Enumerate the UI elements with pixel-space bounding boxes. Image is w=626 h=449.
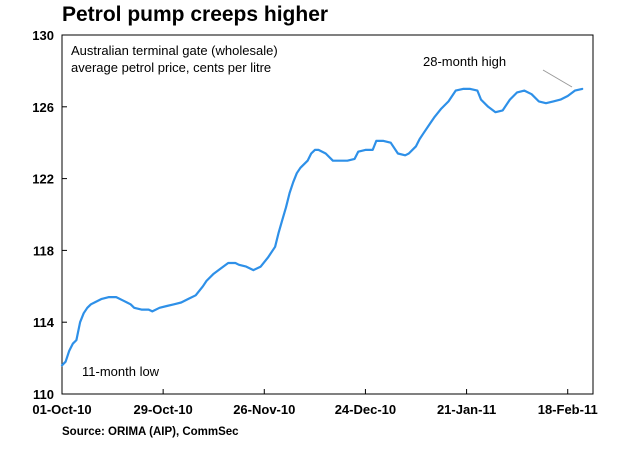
series-line — [60, 87, 584, 367]
x-tick-label: 18-Feb-11 — [538, 402, 598, 417]
y-tick-label: 110 — [33, 387, 54, 402]
source-note: Source: ORIMA (AIP), CommSec — [62, 426, 239, 438]
y-tick-label: 118 — [33, 243, 54, 258]
chart-subtitle-line-1: Australian terminal gate (wholesale) — [71, 43, 278, 58]
y-tick-label: 114 — [33, 315, 55, 330]
chart-title: Petrol pump creeps higher — [62, 3, 329, 26]
chart-subtitle-line-2: average petrol price, cents per litre — [71, 60, 271, 75]
y-axis: 110 114 118 122 126 130 — [32, 28, 67, 402]
annotation-28-month-high: 28-month high — [423, 54, 506, 69]
plot-area-frame — [61, 34, 594, 395]
x-tick-label: 01-Oct-10 — [32, 402, 91, 417]
annotation-11-month-low: 11-month low — [82, 364, 160, 379]
annotation-pointer-line — [542, 69, 573, 88]
y-tick-label: 130 — [32, 28, 54, 43]
x-tick-label: 26-Nov-10 — [233, 402, 295, 417]
y-tick-label: 126 — [32, 100, 54, 115]
x-tick-label: 24-Dec-10 — [335, 402, 396, 417]
y-tick-label: 122 — [32, 172, 54, 187]
x-tick-label: 29-Oct-10 — [134, 402, 193, 417]
x-tick-label: 21-Jan-11 — [437, 402, 496, 417]
x-axis: 01-Oct-10 29-Oct-10 26-Nov-10 24-Dec-10 21-J… — [32, 389, 598, 417]
